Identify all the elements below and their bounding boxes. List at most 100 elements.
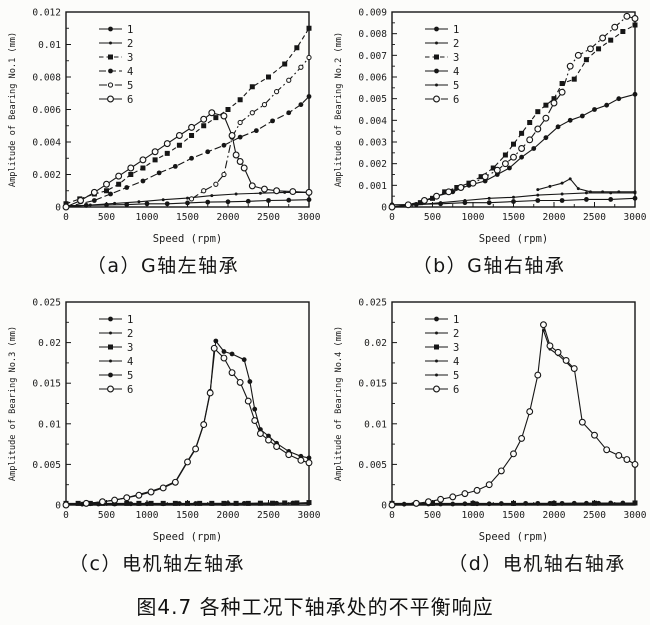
marker-circle-open: [510, 153, 517, 161]
marker-dot: [535, 198, 541, 203]
subcaption-d: （d）电机轴右轴承: [448, 553, 626, 575]
series-6-line: [391, 324, 636, 506]
x-tick-label: 1500: [176, 212, 199, 223]
marker-circle-open: [420, 197, 428, 204]
marker-dot: [108, 26, 113, 32]
marker-dot: [172, 163, 178, 169]
marker-circle-open: [200, 421, 208, 429]
marker-circle-open: [518, 145, 526, 152]
x-tick-label: 0: [63, 212, 69, 223]
y-axis-label: Amplitude of Bearing No.4 (mm): [334, 326, 344, 481]
marker-dot: [434, 316, 439, 322]
marker-dot-small: [487, 196, 491, 200]
marker-dot-small: [186, 502, 189, 506]
legend-label: 1: [127, 314, 133, 326]
marker-dot: [632, 91, 638, 97]
marker-circle-open: [587, 45, 594, 53]
marker-circle-open: [256, 430, 264, 437]
marker-square: [559, 81, 565, 86]
x-axis-label: Speed (rpm): [153, 233, 223, 245]
marker-dot: [237, 134, 243, 140]
chart-block-a: 0 500 1000 1500 2000 2500 3000 0 0.002 0.004 0.006…: [4, 2, 322, 278]
marker-circle-open: [570, 365, 578, 373]
series-6-line: [65, 347, 310, 506]
marker-circle-open: [240, 164, 248, 172]
marker-dot-small: [584, 502, 588, 506]
marker-dot-small: [113, 201, 117, 205]
marker-dot-small: [88, 203, 92, 207]
marker-circle-open: [123, 494, 131, 502]
x-tick-label: 2500: [257, 510, 280, 521]
x-tick-label: 1000: [462, 510, 485, 521]
y-tick-label: 0.001: [358, 181, 387, 192]
marker-circle-open: [615, 452, 623, 459]
legend-label: 3: [127, 52, 133, 64]
marker-dot-small: [560, 192, 564, 196]
x-tick-label: 2500: [583, 510, 606, 521]
marker-circle-open: [232, 151, 240, 159]
legend-label: 5: [453, 80, 459, 92]
marker-circle-open: [251, 417, 259, 425]
marker-dot: [462, 200, 468, 206]
marker-dot-small: [588, 190, 592, 194]
y-tick-label: 0.006: [358, 73, 387, 84]
marker-circle-open: [493, 166, 501, 174]
marker-circle-open: [412, 499, 420, 507]
chart-d-motor-shaft-right-bearing: 0 500 1000 1500 2000 2500 3000 0 0.005 0.01 0.015 0…: [334, 298, 647, 544]
marker-dot-small: [435, 331, 438, 335]
marker-dot: [140, 178, 146, 184]
marker-circle-open: [424, 498, 432, 506]
y-tick-label: 0: [381, 501, 387, 512]
marker-circle-open: [200, 115, 208, 123]
x-tick-label: 0: [389, 510, 395, 521]
marker-circle-open: [433, 385, 440, 393]
marker-dot-small: [536, 193, 540, 197]
marker-circle-open: [599, 34, 607, 42]
marker-dot-small: [536, 502, 540, 506]
marker-circle-open: [248, 182, 256, 190]
subcaption-b: （b）G轴右轴承: [412, 255, 566, 277]
marker-dot-small: [137, 200, 141, 204]
marker-circle-open: [139, 156, 147, 164]
marker-square: [75, 500, 81, 506]
marker-square: [164, 150, 170, 156]
marker-square: [270, 500, 276, 506]
marker-square: [148, 500, 154, 506]
marker-circle-open: [289, 188, 297, 196]
marker-dot: [511, 199, 516, 204]
marker-dot: [252, 406, 258, 412]
series-6-line: [391, 15, 636, 208]
marker-dot-small: [267, 502, 270, 506]
marker-circle-open: [631, 460, 639, 468]
marker-circle-open: [485, 481, 493, 489]
marker-dot: [144, 201, 150, 207]
marker-circle-open: [135, 491, 143, 499]
legend-label: 5: [453, 370, 459, 382]
legend-label: 1: [453, 24, 459, 36]
marker-dot: [213, 338, 219, 344]
x-tick-label: 2000: [217, 510, 240, 521]
marker-circle-open-small: [237, 119, 243, 126]
marker-circle-open: [115, 172, 123, 180]
marker-dot: [286, 110, 292, 116]
marker-circle-open: [273, 443, 281, 450]
marker-square: [104, 188, 109, 194]
chart-c-motor-shaft-left-bearing: 0 500 1000 1500 2000 2500 3000 0 0.005 0.01 0.015 0…: [8, 298, 321, 544]
marker-dot-small: [584, 191, 588, 195]
marker-circle-open: [192, 445, 200, 453]
series-3-line: [65, 28, 310, 205]
marker-circle-open: [404, 201, 412, 209]
y-axis-label: Amplitude of Bearing No.2 (mm): [334, 32, 344, 187]
x-tick-label: 1500: [176, 510, 199, 521]
marker-circle-open: [497, 467, 505, 475]
marker-square: [201, 123, 207, 129]
marker-square: [596, 46, 602, 52]
marker-circle-open: [236, 158, 244, 165]
marker-circle-open: [469, 179, 477, 187]
marker-dot: [592, 107, 597, 112]
marker-dot: [559, 198, 565, 203]
y-tick-label: 0.005: [358, 460, 387, 471]
x-tick-label: 500: [98, 510, 115, 521]
marker-dot: [270, 118, 275, 124]
marker-dot-small: [560, 181, 564, 185]
